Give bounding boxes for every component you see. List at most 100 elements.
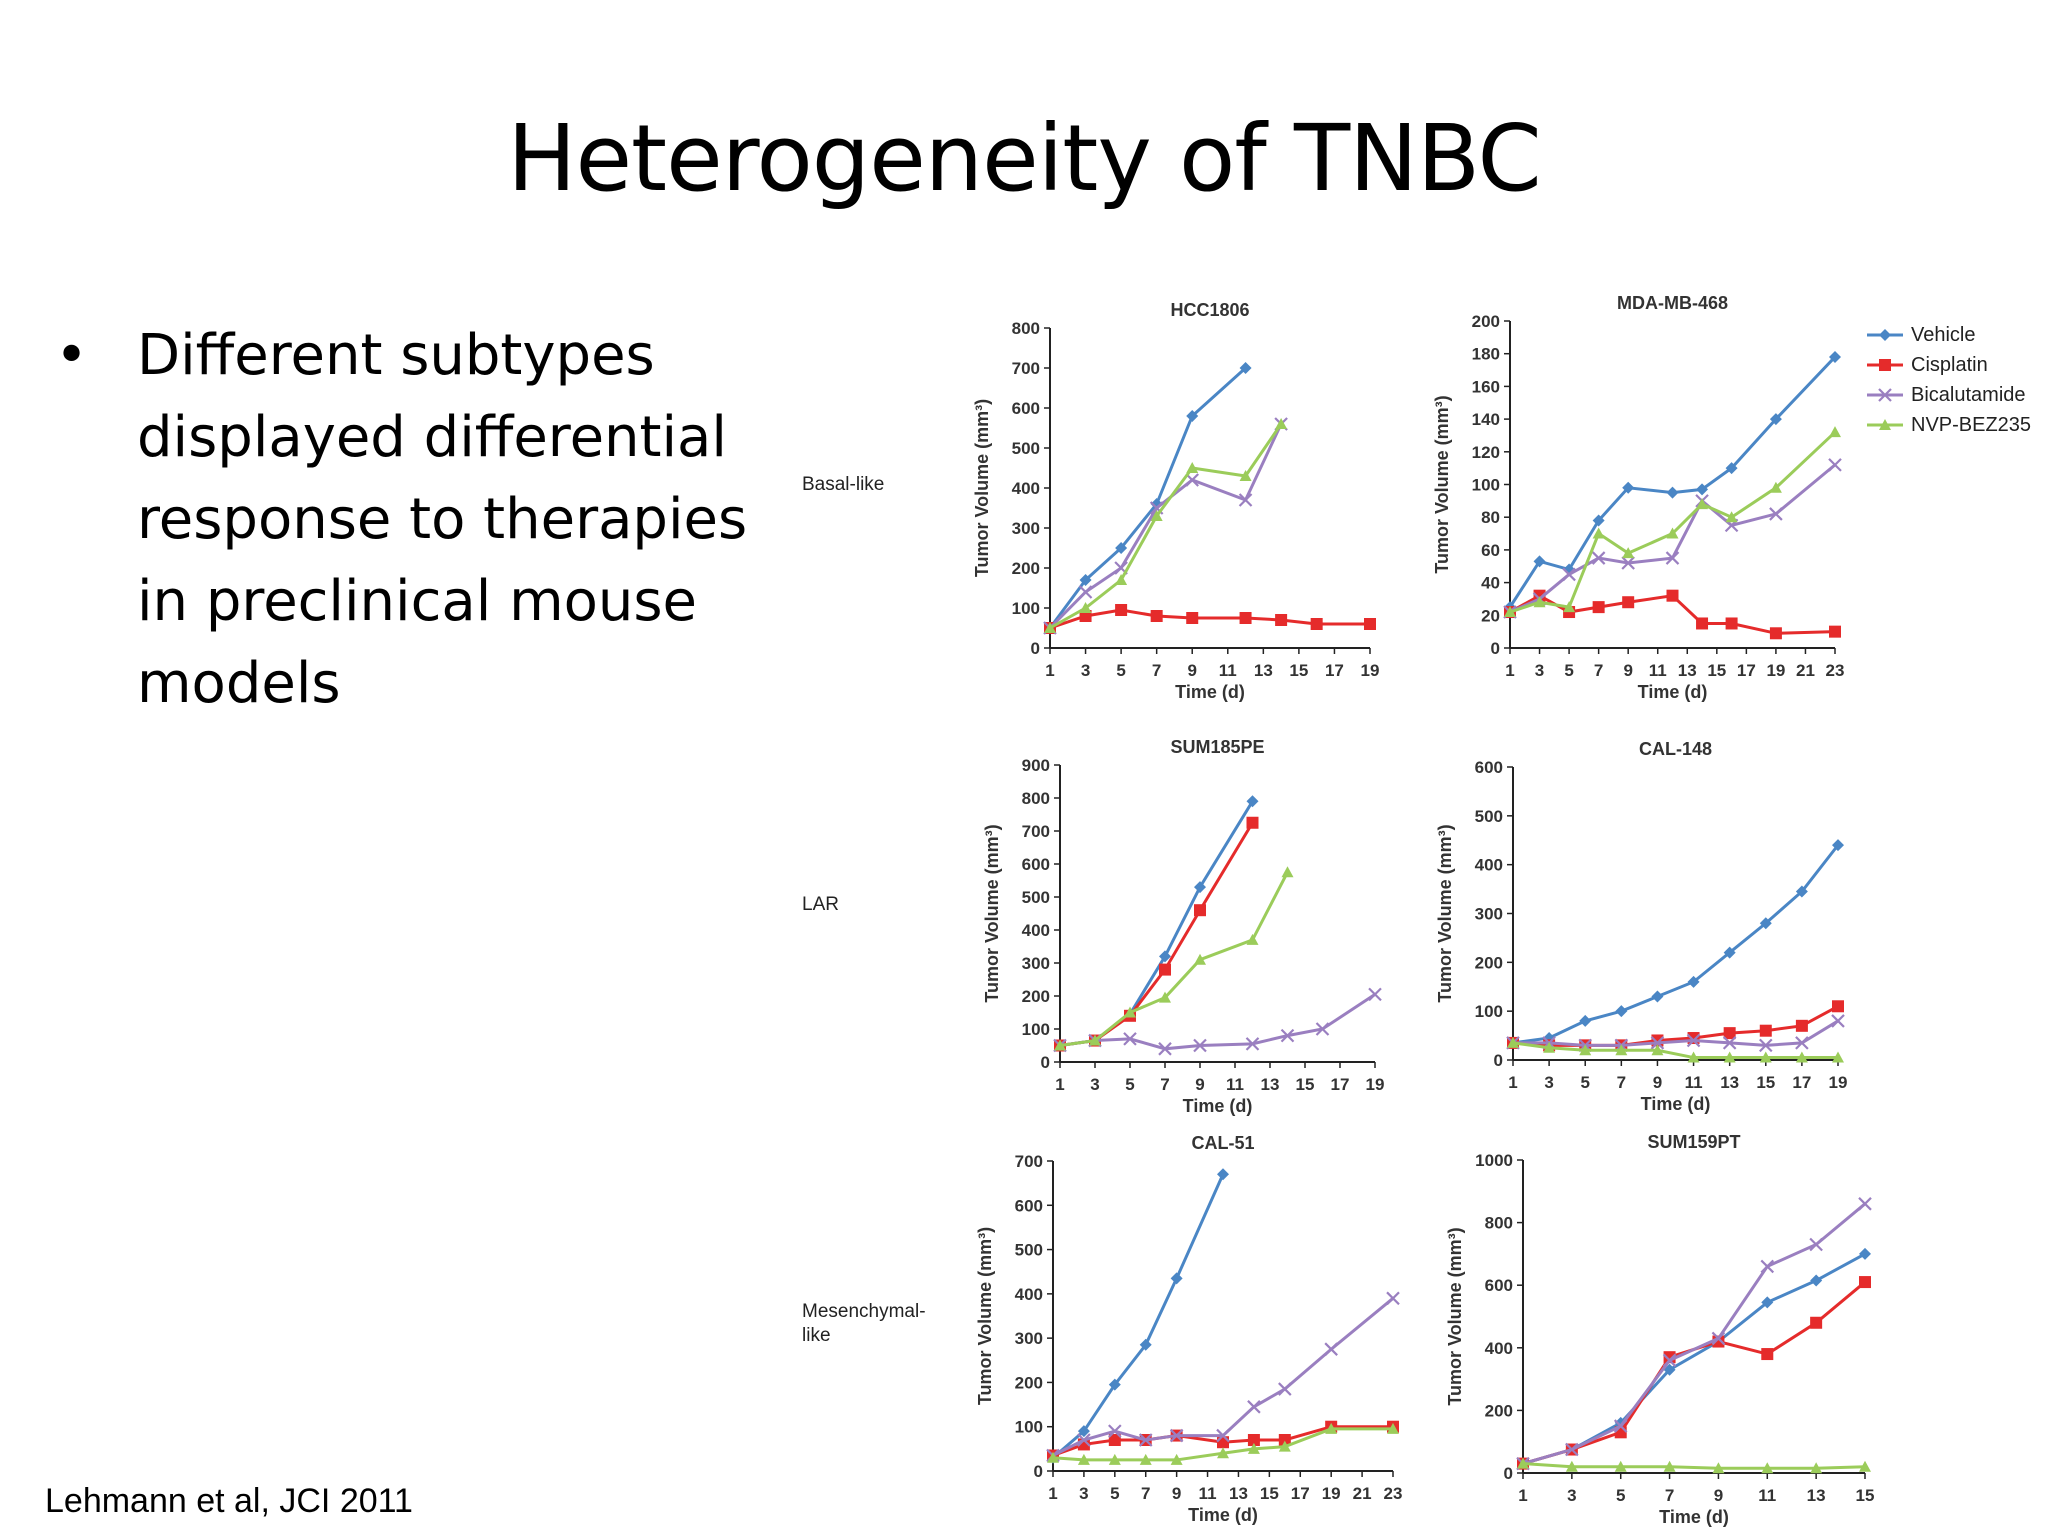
row-label-lar: LAR: [802, 894, 839, 915]
data-point: [1795, 885, 1808, 898]
series-line-bicalutamide: [1513, 1019, 1839, 1047]
data-point: [1795, 1036, 1809, 1050]
data-point: [1759, 1024, 1772, 1037]
data-point: [1310, 618, 1323, 630]
data-point: [1108, 1453, 1121, 1465]
data-point: [1614, 1460, 1627, 1472]
data-point: [1194, 881, 1206, 894]
y-tick-label: 700: [1022, 822, 1050, 841]
x-tick-label: 9: [1714, 1486, 1723, 1505]
data-point: [1615, 1005, 1628, 1018]
data-point: [1650, 1036, 1665, 1050]
series-cisplatin: [1517, 1276, 1871, 1470]
x-tick-label: 5: [1110, 1484, 1119, 1503]
data-point: [1562, 567, 1576, 582]
y-tick-label: 500: [1015, 1241, 1043, 1260]
x-tick-label: 1: [1055, 1075, 1064, 1094]
data-point: [1666, 527, 1679, 539]
data-point: [1517, 1457, 1529, 1469]
y-tick-label: 600: [1012, 399, 1040, 418]
legend-marker: [1879, 419, 1891, 430]
data-point: [1725, 511, 1738, 523]
y-tick-label: 300: [1022, 954, 1050, 973]
chart-title: MDA-MB-468: [1617, 293, 1728, 313]
data-point: [1859, 1276, 1871, 1289]
series-nvp-bez235: [1054, 866, 1294, 1051]
data-point: [1725, 617, 1738, 630]
data-point: [1077, 1425, 1090, 1438]
data-point: [1696, 498, 1709, 510]
series-line-vehicle: [1508, 355, 1837, 608]
y-tick-label: 300: [1015, 1329, 1043, 1348]
data-point: [1054, 1039, 1066, 1051]
y-tick-label: 600: [1475, 758, 1503, 777]
y-tick-label: 500: [1022, 888, 1050, 907]
data-point: [1859, 1247, 1871, 1260]
y-axis-label: Tumor Volume (mm³): [1445, 1227, 1465, 1405]
x-tick-label: 5: [1580, 1073, 1589, 1092]
x-tick-label: 15: [1756, 1073, 1775, 1092]
bullet-marker: •: [55, 323, 89, 388]
data-point: [1245, 1037, 1260, 1051]
data-point: [1759, 1051, 1772, 1063]
data-point: [1315, 1022, 1330, 1036]
data-point: [1723, 946, 1736, 959]
data-point: [1662, 1353, 1677, 1368]
data-point: [1216, 1428, 1230, 1443]
data-point: [1810, 1316, 1823, 1329]
y-tick-label: 100: [1012, 599, 1040, 618]
data-point: [1686, 1033, 1701, 1048]
y-tick-label: 100: [1472, 476, 1500, 495]
chart-title: SUM185PE: [1170, 737, 1264, 757]
y-tick-label: 400: [1012, 479, 1040, 498]
y-axis-label: Tumor Volume (mm³): [972, 399, 992, 577]
x-tick-label: 7: [1594, 661, 1603, 680]
data-point: [1115, 574, 1128, 585]
y-tick-label: 0: [1494, 1051, 1503, 1070]
series-line-bicalutamide: [1052, 1297, 1394, 1457]
data-point: [1723, 1051, 1736, 1063]
chart-title: CAL-148: [1639, 739, 1712, 759]
x-tick-label: 19: [1829, 1073, 1848, 1092]
data-point: [1159, 991, 1171, 1003]
data-point: [1665, 551, 1680, 565]
x-tick-label: 9: [1623, 661, 1632, 680]
data-point: [1239, 470, 1252, 481]
x-axis-label: Time (d): [1183, 1096, 1253, 1116]
data-point: [1278, 1440, 1291, 1452]
legend-marker: [1879, 329, 1891, 341]
data-point: [1858, 1197, 1872, 1211]
x-tick-label: 5: [1116, 661, 1125, 680]
data-point: [1124, 1006, 1136, 1018]
y-tick-label: 600: [1022, 855, 1050, 874]
y-tick-label: 120: [1472, 443, 1500, 462]
data-point: [1139, 1338, 1152, 1351]
y-tick-label: 200: [1015, 1373, 1043, 1392]
x-tick-label: 17: [1325, 661, 1344, 680]
data-point: [1723, 1027, 1736, 1040]
y-tick-label: 100: [1022, 1020, 1050, 1039]
data-point: [1139, 1453, 1152, 1465]
data-point: [1712, 1462, 1725, 1474]
data-point: [1247, 1434, 1260, 1446]
x-tick-label: 17: [1792, 1073, 1811, 1092]
data-point: [1810, 1274, 1823, 1287]
y-tick-label: 60: [1481, 541, 1500, 560]
y-axis-label: Tumor Volume (mm³): [975, 1227, 995, 1405]
series-line-nvp-bez235: [1059, 871, 1289, 1047]
data-point: [1159, 963, 1171, 976]
x-tick-label: 23: [1826, 661, 1845, 680]
series-line-nvp-bez235: [1509, 431, 1837, 614]
y-tick-label: 0: [1034, 1462, 1043, 1481]
data-point: [1170, 1453, 1183, 1465]
x-tick-label: 1: [1508, 1073, 1517, 1092]
x-tick-label: 1: [1045, 661, 1054, 680]
data-point: [1281, 866, 1294, 878]
data-point: [1563, 601, 1576, 613]
legend-marker: [1879, 359, 1891, 371]
series-bicalutamide: [1516, 1197, 1872, 1471]
data-point: [1186, 612, 1199, 624]
data-point: [1217, 1436, 1229, 1449]
